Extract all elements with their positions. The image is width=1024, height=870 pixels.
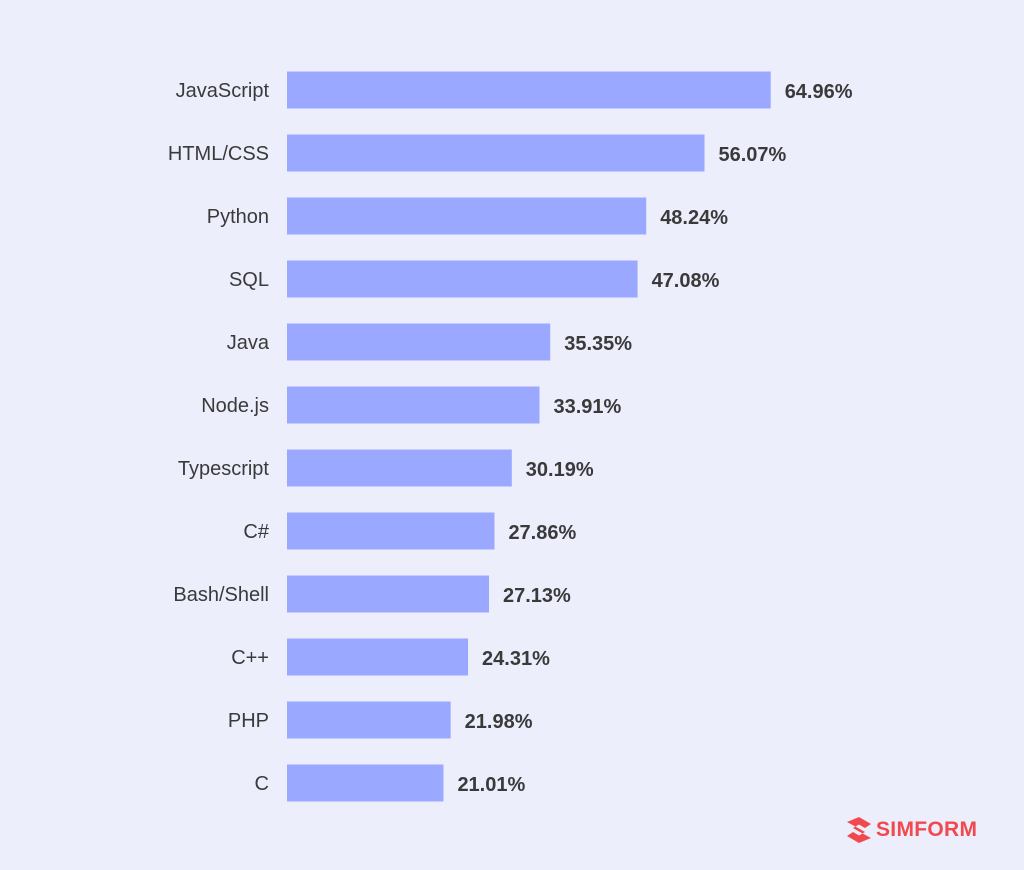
category-label-c: C	[255, 773, 269, 795]
bar-c	[287, 764, 444, 802]
category-label-javascript: JavaScript	[176, 80, 270, 102]
simform-logo: SIMFORM	[846, 815, 977, 845]
category-label-html-css: HTML/CSS	[168, 143, 269, 165]
value-label-sql: 47.08%	[652, 270, 720, 292]
value-label-python: 48.24%	[660, 207, 728, 229]
bar-node-js	[287, 386, 540, 424]
bar-html-css	[287, 134, 705, 172]
category-label-typescript: Typescript	[178, 458, 270, 480]
category-label-node-js: Node.js	[201, 395, 269, 417]
category-label-java: Java	[227, 332, 270, 354]
value-label-c: 27.86%	[508, 522, 576, 544]
value-label-javascript: 64.96%	[785, 81, 853, 103]
value-label-bash-shell: 27.13%	[503, 585, 571, 607]
value-label-php: 21.98%	[465, 711, 533, 733]
bar-sql	[287, 260, 638, 298]
simform-logo-icon	[847, 817, 871, 843]
bar-php	[287, 701, 451, 739]
value-label-node-js: 33.91%	[553, 396, 621, 418]
bar-javascript	[287, 71, 771, 109]
logo-text: SIMFORM	[876, 818, 978, 841]
bar-typescript	[287, 449, 512, 487]
value-label-typescript: 30.19%	[526, 459, 594, 481]
value-label-html-css: 56.07%	[719, 144, 787, 166]
bar-java	[287, 323, 551, 361]
category-label-c: C++	[231, 647, 269, 669]
bar-c	[287, 638, 469, 676]
category-label-python: Python	[207, 206, 269, 228]
bar-c	[287, 512, 495, 550]
value-label-c: 24.31%	[482, 648, 550, 670]
value-label-java: 35.35%	[564, 333, 632, 355]
value-label-c: 21.01%	[457, 774, 525, 796]
category-label-php: PHP	[228, 710, 269, 732]
bar-bash-shell	[287, 575, 490, 613]
bar-python	[287, 197, 647, 235]
category-label-bash-shell: Bash/Shell	[173, 584, 269, 606]
category-label-sql: SQL	[229, 269, 269, 291]
category-label-c: C#	[243, 521, 269, 543]
